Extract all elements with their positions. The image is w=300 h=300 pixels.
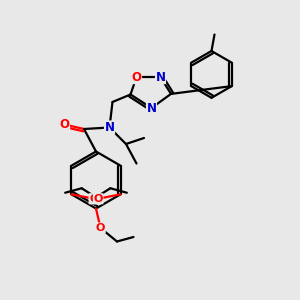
Text: O: O [59,118,70,131]
Text: O: O [131,70,142,84]
Text: N: N [104,121,115,134]
Text: O: O [96,223,105,233]
Text: O: O [94,194,103,204]
Text: O: O [89,194,98,204]
Text: N: N [146,101,157,115]
Text: N: N [155,70,166,84]
